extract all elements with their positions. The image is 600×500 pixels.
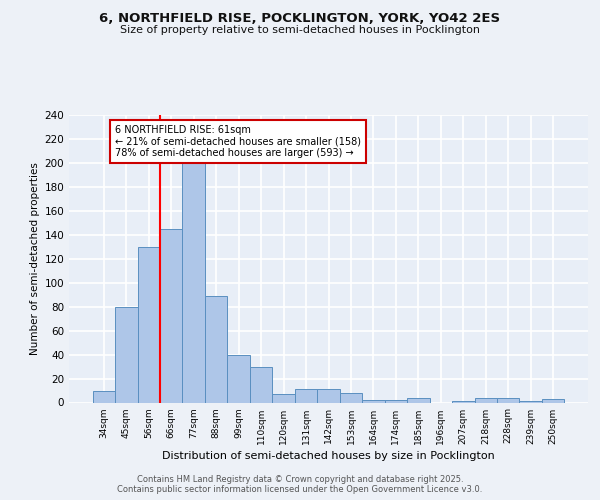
Bar [295,390,317,402]
Bar [317,390,340,402]
Bar [227,354,250,403]
Bar [92,390,115,402]
Bar [137,247,160,402]
Text: 6, NORTHFIELD RISE, POCKLINGTON, YORK, YO42 2ES: 6, NORTHFIELD RISE, POCKLINGTON, YORK, Y… [100,12,500,26]
Bar [160,229,182,402]
Bar [182,163,205,402]
X-axis label: Distribution of semi-detached houses by size in Pocklington: Distribution of semi-detached houses by … [162,450,495,460]
Text: 6 NORTHFIELD RISE: 61sqm
← 21% of semi-detached houses are smaller (158)
78% of : 6 NORTHFIELD RISE: 61sqm ← 21% of semi-d… [115,124,361,158]
Bar [272,394,295,402]
Bar [407,398,430,402]
Bar [497,398,520,402]
Bar [475,398,497,402]
Bar [542,399,565,402]
Bar [385,400,407,402]
Bar [250,366,272,402]
Bar [115,306,137,402]
Text: Size of property relative to semi-detached houses in Pocklington: Size of property relative to semi-detach… [120,25,480,35]
Bar [340,393,362,402]
Bar [205,296,227,403]
Bar [362,400,385,402]
Y-axis label: Number of semi-detached properties: Number of semi-detached properties [30,162,40,355]
Text: Contains HM Land Registry data © Crown copyright and database right 2025.
Contai: Contains HM Land Registry data © Crown c… [118,474,482,494]
